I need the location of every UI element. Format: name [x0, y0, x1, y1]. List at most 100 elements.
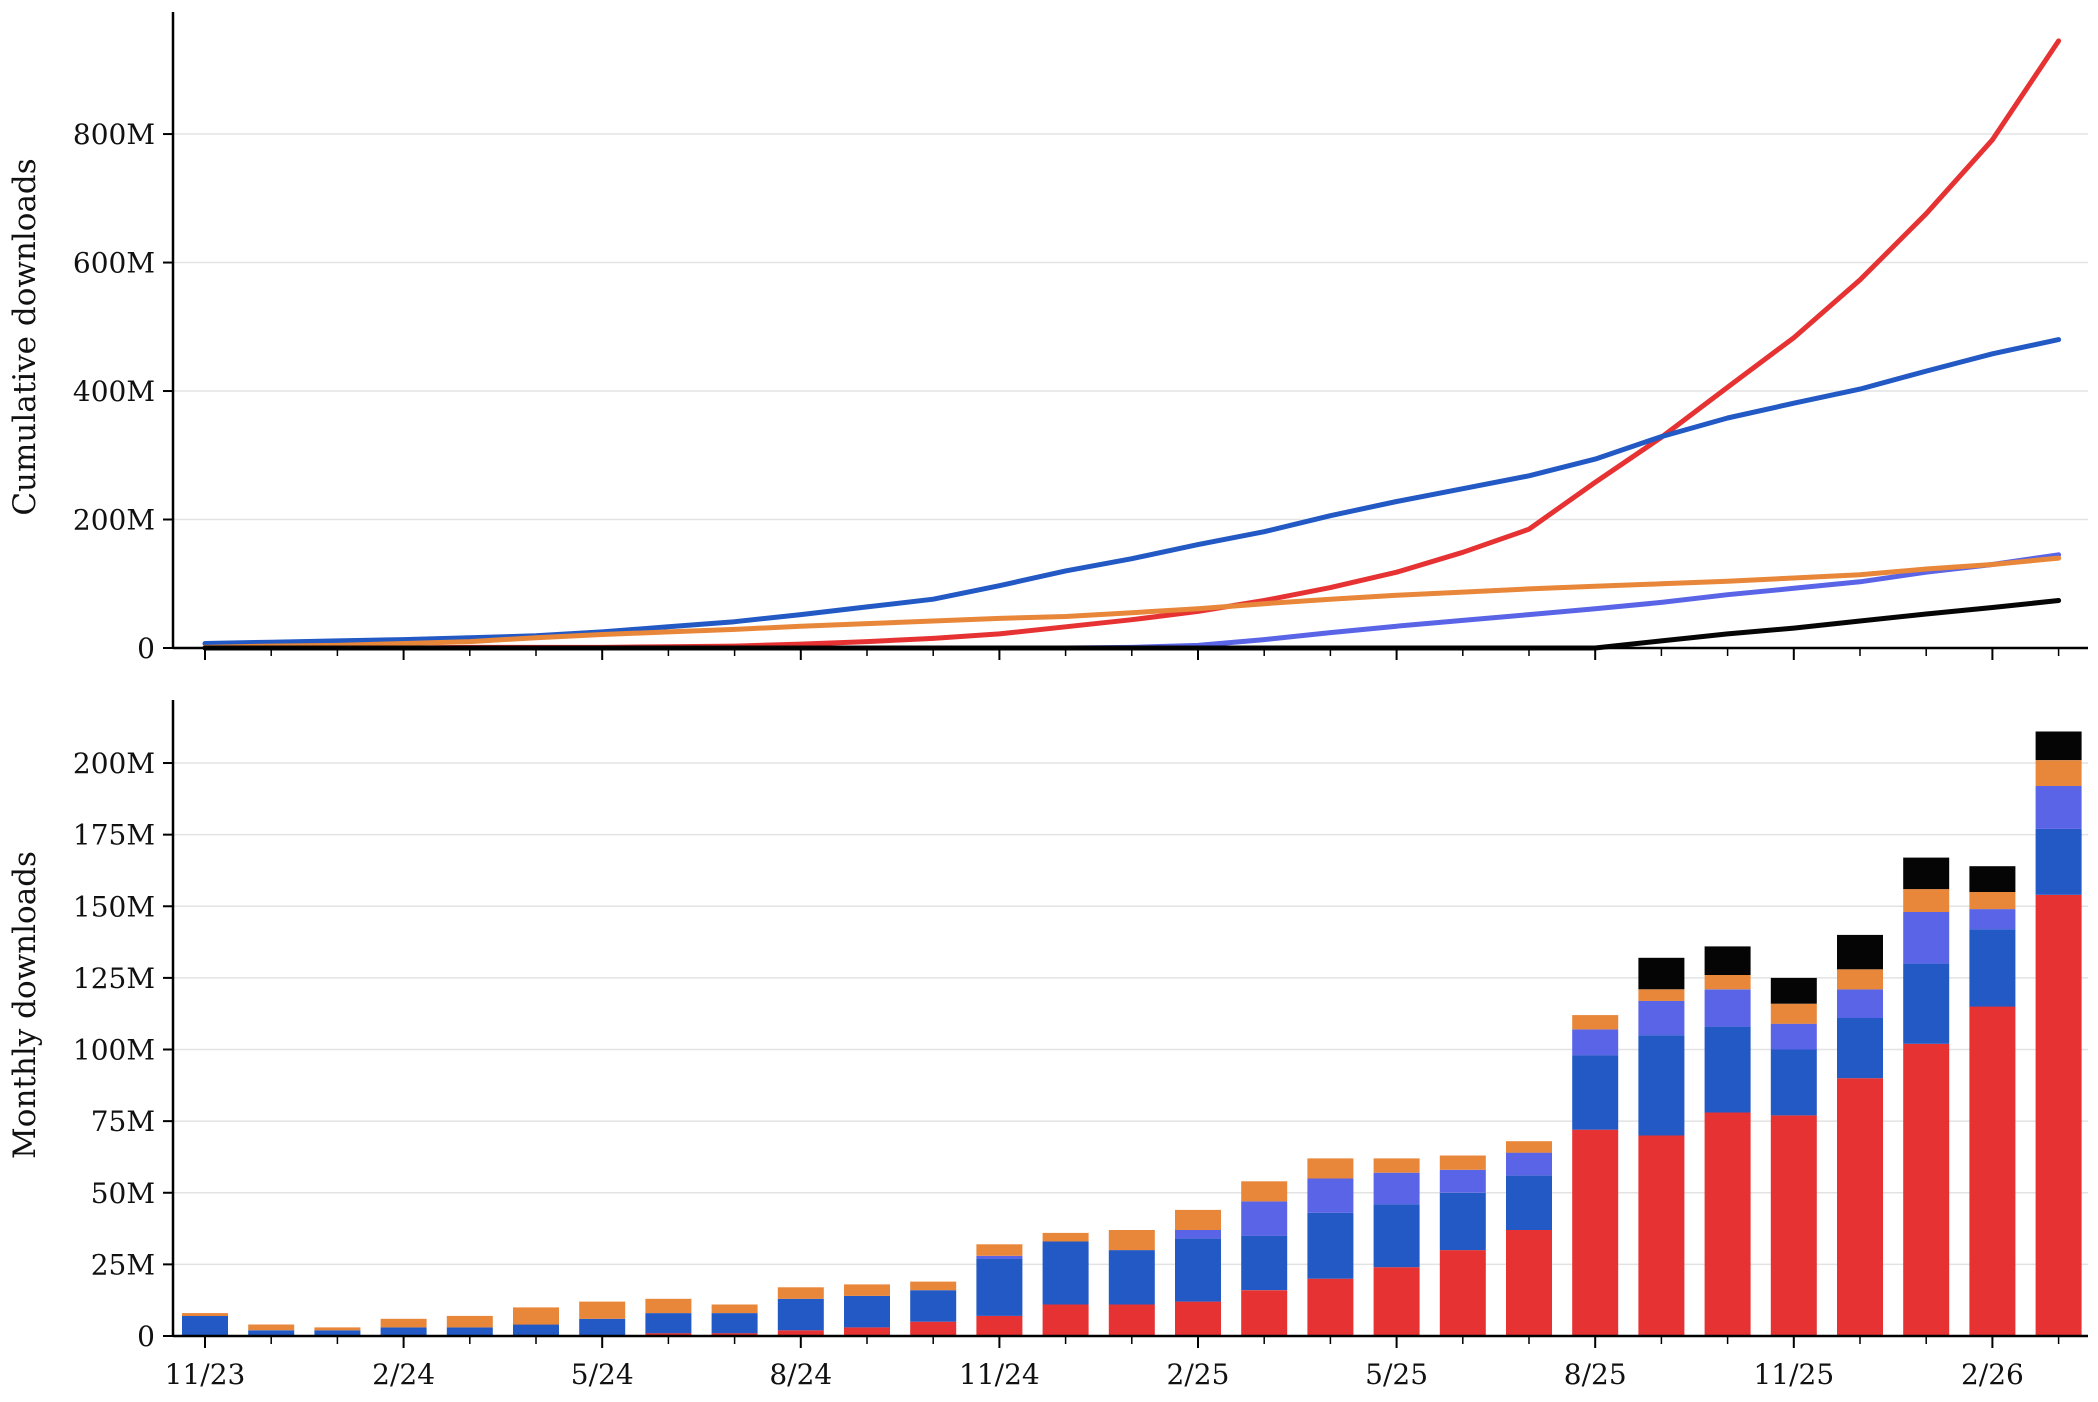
- bar-segment-purple: [1903, 912, 1950, 964]
- bar-segment-orange: [1903, 889, 1950, 912]
- bar-segment-blue: [1770, 1049, 1817, 1116]
- bar-segment-purple: [1506, 1152, 1552, 1176]
- bar-segment-orange: [314, 1327, 361, 1331]
- bar-segment-purple: [1572, 1029, 1619, 1056]
- bar-segment-orange: [579, 1301, 626, 1319]
- x-tick-label: 5/25: [1365, 1358, 1428, 1391]
- bar-segment-black: [1837, 934, 1883, 970]
- y-tick-label: 150M: [73, 890, 155, 923]
- bar-segment-red: [1241, 1290, 1288, 1336]
- y-tick-label: 0: [137, 1320, 155, 1353]
- y-tick-label: 0: [137, 632, 155, 665]
- bar-segment-purple: [1307, 1178, 1354, 1213]
- bar-segment-orange: [446, 1315, 493, 1328]
- bar-segment-blue: [248, 1330, 295, 1336]
- bar-segment-red: [1042, 1304, 1089, 1336]
- bar-segment-blue: [1042, 1241, 1089, 1305]
- bar-segment-orange: [1969, 891, 2016, 910]
- x-tick-label: 8/25: [1564, 1358, 1627, 1391]
- bar-segment-orange: [1307, 1158, 1354, 1179]
- y-tick-label: 200M: [73, 747, 155, 780]
- bar-segment-orange: [711, 1304, 758, 1314]
- bar-segment-red: [844, 1327, 890, 1336]
- bar-segment-red: [777, 1330, 824, 1336]
- bar-segment-blue: [645, 1313, 692, 1334]
- cumulative-downloads-panel: 0 200M 400M 600M 800M Cumulative downloads: [7, 12, 2088, 665]
- cumulative-y-axis-title: Cumulative downloads: [7, 158, 43, 515]
- bar-segment-purple: [1969, 909, 2016, 930]
- bar-segment-blue: [1638, 1035, 1685, 1136]
- bar-segment-black: [1903, 857, 1950, 890]
- bar-segment-black: [2035, 731, 2082, 761]
- bar-segment-red: [1770, 1115, 1817, 1336]
- bar-segment-orange: [1770, 1003, 1817, 1024]
- bar-segment-blue: [1572, 1055, 1619, 1130]
- cumulative-grid: [173, 133, 2088, 521]
- bar-segment-orange: [1704, 975, 1751, 990]
- y-tick-label: 75M: [91, 1105, 155, 1138]
- bar-segment-blue: [711, 1313, 758, 1334]
- bar-segment-blue: [579, 1318, 626, 1336]
- bar-segment-black: [1969, 866, 2016, 892]
- y-tick-label: 50M: [91, 1177, 155, 1210]
- bar-segment-red: [1969, 1006, 2016, 1336]
- x-tick-label: 2/24: [372, 1358, 435, 1391]
- bar-segment-black: [1770, 977, 1817, 1004]
- bar-segment-orange: [1506, 1141, 1552, 1153]
- y-tick-label: 175M: [73, 819, 155, 852]
- monthly-axes: 0 25M 50M 75M 100M 125M 150M 175M 200M 11/23 2/24 5…: [73, 700, 2088, 1391]
- bar-segment-orange: [380, 1318, 427, 1328]
- bar-segment-blue: [1175, 1238, 1221, 1302]
- bar-segment-red: [711, 1333, 758, 1336]
- x-tick-label: 2/26: [1961, 1358, 2024, 1391]
- bar-segment-red: [1175, 1301, 1221, 1336]
- bar-segment-blue: [2035, 828, 2082, 895]
- bar-segment-red: [2035, 894, 2082, 1336]
- bar-segment-blue: [314, 1330, 361, 1336]
- x-tick-label: 5/24: [571, 1358, 634, 1391]
- bar-segment-blue: [1373, 1204, 1420, 1268]
- bar-segment-orange: [1373, 1158, 1420, 1173]
- bar-segment-black: [1638, 957, 1685, 990]
- bar-segment-orange: [645, 1298, 692, 1314]
- bar-segment-red: [1373, 1267, 1420, 1336]
- bar-segment-orange: [1572, 1015, 1619, 1030]
- bar-segment-red: [645, 1333, 692, 1336]
- bar-segment-orange: [1108, 1230, 1155, 1251]
- bar-segment-purple: [1837, 989, 1883, 1018]
- bar-segment-red: [1307, 1278, 1354, 1336]
- bar-segment-red: [1108, 1304, 1155, 1336]
- bar-segment-blue: [910, 1290, 957, 1322]
- bar-segment-red: [1903, 1043, 1950, 1336]
- bar-segment-blue: [777, 1298, 824, 1331]
- bar-segment-blue: [1704, 1026, 1751, 1113]
- bar-segment-purple: [1373, 1172, 1420, 1205]
- bar-segment-purple: [976, 1255, 1023, 1259]
- x-tick-label: 8/24: [769, 1358, 832, 1391]
- y-tick-label: 800M: [73, 118, 155, 151]
- x-tick-label: 2/25: [1167, 1358, 1230, 1391]
- bar-segment-orange: [513, 1307, 559, 1325]
- bar-segment-purple: [1439, 1169, 1486, 1193]
- bar-segment-orange: [777, 1287, 824, 1299]
- monthly-y-axis-title: Monthly downloads: [7, 851, 43, 1159]
- bar-segment-orange: [844, 1284, 890, 1296]
- y-tick-label: 125M: [73, 962, 155, 995]
- bar-segment-red: [1638, 1135, 1685, 1336]
- bar-segment-red: [1506, 1230, 1552, 1336]
- bar-segment-orange: [1837, 969, 1883, 990]
- monthly-downloads-panel: 0 25M 50M 75M 100M 125M 150M 175M 200M 11/23 2/24 5…: [7, 700, 2088, 1391]
- monthly-bars: [182, 731, 2082, 1336]
- bar-segment-red: [976, 1315, 1023, 1336]
- bar-segment-orange: [910, 1281, 957, 1291]
- bar-segment-blue: [1903, 963, 1950, 1044]
- bar-segment-orange: [248, 1324, 295, 1331]
- bar-segment-orange: [1439, 1155, 1486, 1170]
- bar-segment-purple: [1770, 1023, 1817, 1050]
- series-line-blue: [202, 337, 2062, 646]
- y-tick-label: 200M: [73, 504, 155, 537]
- bar-segment-red: [1704, 1112, 1751, 1336]
- bar-segment-orange: [1241, 1181, 1288, 1202]
- bar-segment-orange: [1175, 1209, 1221, 1230]
- series-line-purple: [202, 552, 2062, 651]
